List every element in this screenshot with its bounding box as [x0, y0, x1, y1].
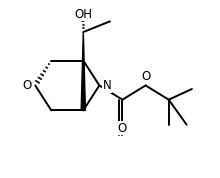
Polygon shape [81, 32, 85, 110]
Text: O: O [141, 70, 150, 83]
Text: OH: OH [74, 8, 92, 21]
Text: O: O [118, 122, 127, 135]
Text: N: N [103, 79, 112, 92]
Text: O: O [23, 79, 32, 92]
